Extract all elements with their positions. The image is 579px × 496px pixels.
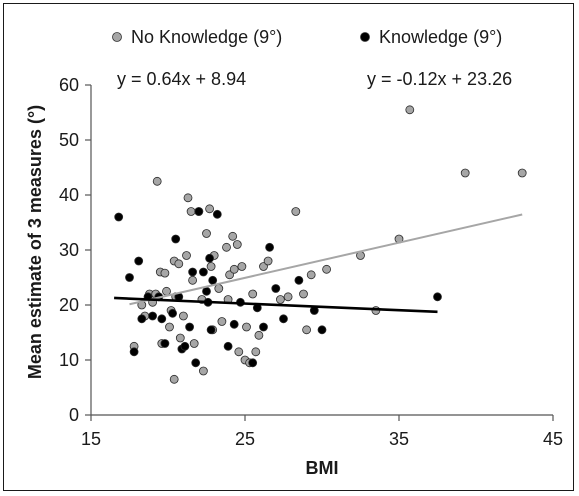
equation-knowledge: y = -0.12x + 23.26 [367, 69, 512, 89]
point-knowledge [202, 286, 211, 296]
point-knowledge [171, 234, 181, 244]
legend: No Knowledge (9°) Knowledge (9°) [112, 27, 502, 47]
point-knowledge [212, 209, 222, 219]
trendline-no-knowledge [129, 213, 523, 306]
point-no-knowledge [189, 339, 199, 348]
point-no-knowledge [202, 229, 211, 238]
y-tick-label: 40 [59, 185, 79, 205]
y-tick-label: 0 [69, 405, 79, 425]
y-tick-label: 30 [59, 240, 79, 260]
point-no-knowledge [460, 168, 470, 178]
point-knowledge [148, 311, 158, 321]
point-no-knowledge [152, 176, 162, 186]
point-no-knowledge [217, 317, 227, 326]
point-knowledge [188, 267, 198, 277]
point-knowledge [433, 292, 442, 302]
point-no-knowledge [306, 270, 316, 280]
point-no-knowledge [251, 347, 261, 357]
point-no-knowledge [205, 204, 215, 214]
point-no-knowledge [160, 268, 170, 278]
point-no-knowledge [169, 374, 179, 384]
point-no-knowledge [174, 259, 184, 269]
y-tick-label: 10 [59, 350, 79, 370]
point-no-knowledge [242, 322, 251, 332]
point-no-knowledge [248, 289, 258, 299]
legend-label-no-knowledge: No Knowledge (9°) [131, 27, 282, 47]
legend-label-knowledge: Knowledge (9°) [379, 27, 502, 47]
point-no-knowledge [263, 256, 273, 266]
x-axis-label: BMI [306, 458, 339, 478]
point-knowledge [114, 212, 124, 222]
point-no-knowledge [234, 347, 244, 357]
point-no-knowledge [165, 322, 174, 332]
trendline-knowledge [114, 296, 438, 314]
x-tick-label: 25 [235, 429, 255, 449]
point-no-knowledge [222, 242, 231, 252]
y-tick-label: 60 [59, 75, 79, 95]
point-knowledge [191, 358, 201, 368]
point-knowledge [206, 325, 216, 335]
point-knowledge [180, 341, 190, 351]
point-no-knowledge [229, 264, 239, 274]
point-knowledge [205, 253, 215, 263]
x-tick-label: 35 [389, 429, 409, 449]
point-no-knowledge [254, 330, 264, 340]
point-knowledge [157, 314, 167, 324]
point-knowledge [134, 256, 144, 266]
point-no-knowledge [186, 207, 196, 216]
point-knowledge [229, 319, 239, 329]
axes: 0 10 20 30 40 50 60 15 25 35 45 [59, 75, 563, 449]
point-knowledge [248, 358, 258, 368]
point-no-knowledge [291, 207, 301, 216]
point-knowledge [137, 314, 147, 324]
point-knowledge [279, 314, 288, 324]
point-knowledge [198, 267, 208, 277]
legend-marker-no-knowledge [112, 32, 122, 42]
point-no-knowledge [237, 262, 247, 271]
point-no-knowledge [214, 284, 224, 293]
point-knowledge [168, 308, 178, 318]
point-no-knowledge [302, 325, 312, 335]
point-no-knowledge [517, 168, 527, 178]
point-knowledge [223, 341, 233, 351]
point-knowledge [160, 339, 170, 348]
point-no-knowledge [188, 275, 198, 285]
point-no-knowledge [182, 251, 191, 260]
point-no-knowledge [232, 240, 242, 249]
y-axis-label: Mean estimate of 3 measures (°) [25, 105, 45, 379]
point-no-knowledge [283, 292, 293, 302]
legend-marker-knowledge [360, 32, 370, 42]
point-no-knowledge [206, 262, 216, 271]
x-tick-label: 15 [81, 429, 101, 449]
point-no-knowledge [178, 311, 188, 321]
point-no-knowledge [322, 264, 332, 274]
y-tick-label: 50 [59, 130, 79, 150]
x-tick-label: 45 [543, 429, 563, 449]
point-knowledge [125, 273, 134, 282]
point-knowledge [294, 275, 304, 285]
point-no-knowledge [405, 105, 415, 115]
point-no-knowledge [183, 193, 193, 203]
point-knowledge [194, 207, 204, 216]
point-no-knowledge [228, 231, 238, 241]
point-knowledge [185, 322, 195, 332]
point-knowledge [271, 284, 281, 293]
point-no-knowledge [275, 295, 285, 304]
point-no-knowledge [175, 333, 185, 343]
point-no-knowledge [299, 289, 308, 299]
trendlines [114, 213, 523, 314]
equation-no-knowledge: y = 0.64x + 8.94 [117, 69, 246, 89]
point-knowledge [317, 325, 327, 335]
chart-frame [3, 3, 574, 491]
point-knowledge [129, 347, 139, 357]
data-points [114, 105, 527, 384]
point-knowledge [208, 275, 218, 285]
point-knowledge [259, 322, 268, 332]
point-knowledge [265, 242, 275, 252]
point-no-knowledge [162, 286, 171, 296]
point-no-knowledge [198, 366, 208, 376]
y-tick-label: 20 [59, 295, 79, 315]
